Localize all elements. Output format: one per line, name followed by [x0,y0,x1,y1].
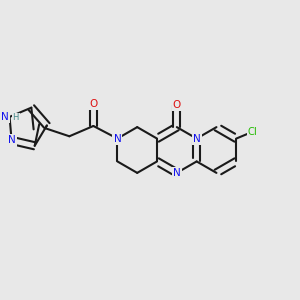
Text: O: O [89,99,98,109]
Text: N: N [8,136,16,146]
Text: O: O [173,100,181,110]
Text: H: H [13,113,19,122]
Text: N: N [1,112,9,122]
Text: N: N [113,134,121,144]
Text: Cl: Cl [248,127,258,137]
Text: N: N [193,134,200,144]
Text: N: N [173,168,181,178]
